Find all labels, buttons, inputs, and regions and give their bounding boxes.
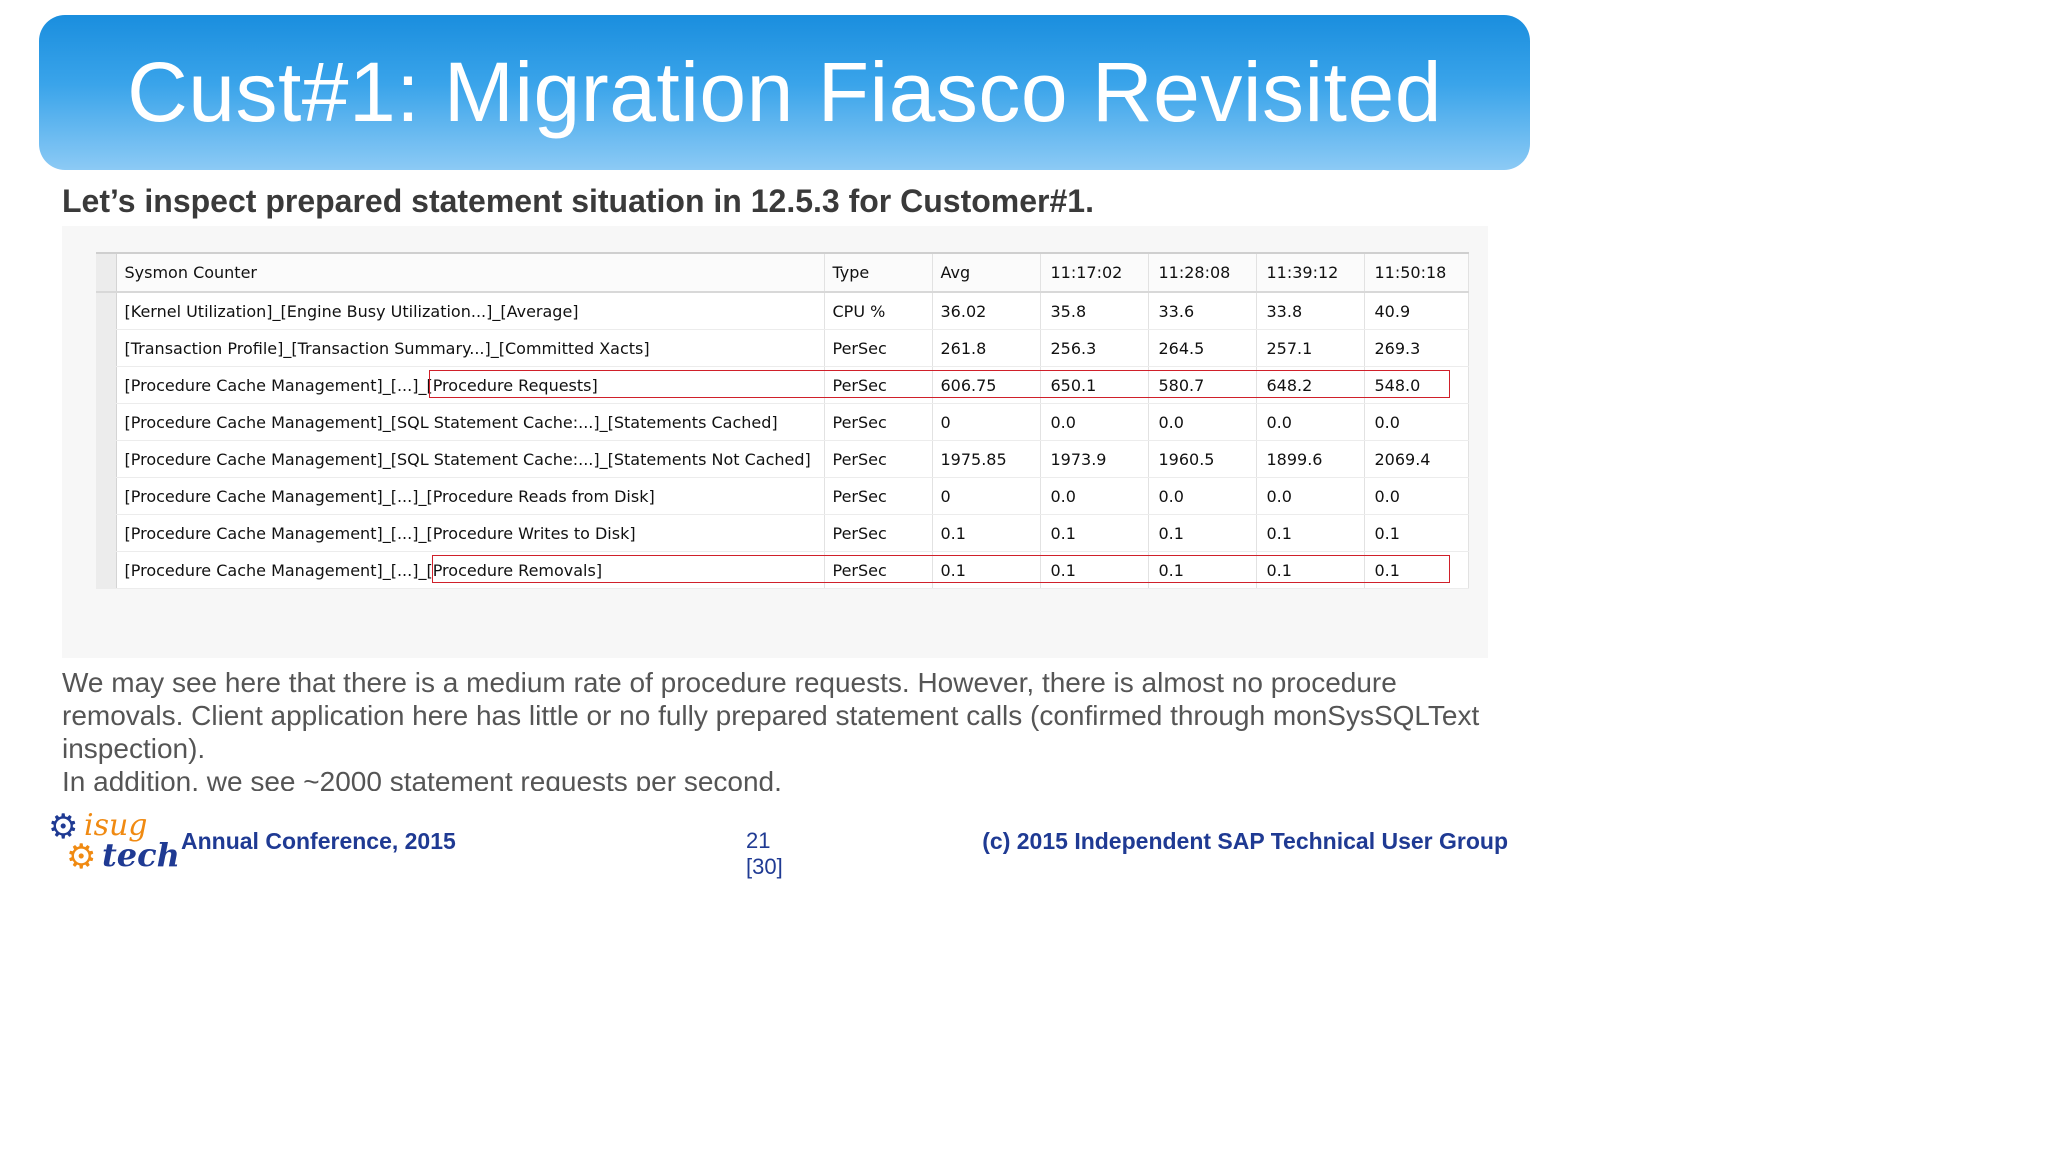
cell-type: PerSec	[824, 403, 933, 441]
cell-avg: 606.75	[932, 366, 1041, 404]
body-paragraph-1: We may see here that there is a medium r…	[62, 667, 1480, 764]
cell-avg: 0.1	[932, 514, 1041, 552]
table-row[interactable]: [Procedure Cache Management]_[...]_[Proc…	[96, 551, 1469, 589]
row-handle[interactable]	[96, 403, 117, 441]
table-row[interactable]: [Procedure Cache Management]_[...]_[Proc…	[96, 366, 1469, 404]
logo-text-tech: tech	[102, 836, 180, 874]
title-banner: Cust#1: Migration Fiasco Revisited	[39, 15, 1530, 170]
cell-time-4: 40.9	[1364, 292, 1469, 330]
cell-time-1: 650.1	[1040, 366, 1149, 404]
table-row[interactable]: [Transaction Profile]_[Transaction Summa…	[96, 329, 1469, 367]
cell-time-1: 0.0	[1040, 477, 1149, 515]
cell-counter: [Procedure Cache Management]_[SQL Statem…	[116, 440, 825, 478]
slide-subtitle: Let’s inspect prepared statement situati…	[62, 183, 1094, 219]
cell-type: PerSec	[824, 440, 933, 478]
page-current: 21	[746, 828, 771, 853]
cell-time-1: 1973.9	[1040, 440, 1149, 478]
cell-time-4: 0.1	[1364, 514, 1469, 552]
cell-counter: [Procedure Cache Management]_[...]_[Proc…	[116, 366, 825, 404]
column-header-time-4[interactable]: 11:50:18	[1364, 252, 1469, 293]
cell-time-4: 0.1	[1364, 551, 1469, 589]
cell-time-2: 264.5	[1148, 329, 1257, 367]
cell-time-2: 580.7	[1148, 366, 1257, 404]
gear-icon: ⚙	[48, 808, 79, 846]
slide-footer: ⚙ ⚙ isug tech Annual Conference, 2015 21…	[0, 800, 1568, 880]
cell-time-3: 0.0	[1256, 403, 1365, 441]
column-header-avg[interactable]: Avg	[932, 252, 1041, 293]
row-handle[interactable]	[96, 292, 117, 330]
gear-icon: ⚙	[66, 838, 97, 876]
cell-type: PerSec	[824, 366, 933, 404]
sysmon-counter-table: Sysmon Counter Type Avg 11:17:02 11:28:0…	[96, 252, 1469, 589]
row-handle[interactable]	[96, 329, 117, 367]
table-row[interactable]: [Kernel Utilization]_[Engine Busy Utiliz…	[96, 292, 1469, 330]
cell-time-4: 269.3	[1364, 329, 1469, 367]
cell-time-2: 0.1	[1148, 514, 1257, 552]
logo-text-isug: isug	[84, 808, 148, 843]
cell-time-3: 0.1	[1256, 551, 1365, 589]
column-header-time-3[interactable]: 11:39:12	[1256, 252, 1365, 293]
cell-time-2: 0.0	[1148, 477, 1257, 515]
cell-time-2: 33.6	[1148, 292, 1257, 330]
cell-avg: 0	[932, 477, 1041, 515]
header-row-handle	[96, 252, 117, 293]
cell-time-4: 548.0	[1364, 366, 1469, 404]
body-text: We may see here that there is a medium r…	[62, 666, 1482, 791]
body-paragraph-2: In addition, we see ~2000 statement requ…	[62, 766, 782, 791]
row-handle[interactable]	[96, 477, 117, 515]
cell-avg: 1975.85	[932, 440, 1041, 478]
cell-time-3: 33.8	[1256, 292, 1365, 330]
cell-type: CPU %	[824, 292, 933, 330]
cell-time-2: 0.1	[1148, 551, 1257, 589]
cell-time-2: 0.0	[1148, 403, 1257, 441]
slide-title: Cust#1: Migration Fiasco Revisited	[127, 44, 1442, 139]
cell-time-1: 0.1	[1040, 551, 1149, 589]
column-header-time-2[interactable]: 11:28:08	[1148, 252, 1257, 293]
cell-counter: [Procedure Cache Management]_[...]_[Proc…	[116, 514, 825, 552]
copyright-label: (c) 2015 Independent SAP Technical User …	[982, 828, 1508, 854]
column-header-counter[interactable]: Sysmon Counter	[116, 252, 825, 293]
page-number: 21 [30]	[746, 828, 783, 880]
cell-counter: [Procedure Cache Management]_[...]_[Proc…	[116, 551, 825, 589]
cell-type: PerSec	[824, 477, 933, 515]
row-handle[interactable]	[96, 514, 117, 552]
cell-time-4: 2069.4	[1364, 440, 1469, 478]
conference-label: Annual Conference, 2015	[181, 828, 456, 854]
cell-counter: [Procedure Cache Management]_[...]_[Proc…	[116, 477, 825, 515]
cell-time-1: 35.8	[1040, 292, 1149, 330]
cell-time-1: 0.1	[1040, 514, 1149, 552]
cell-type: PerSec	[824, 551, 933, 589]
column-header-type[interactable]: Type	[824, 252, 933, 293]
cell-time-3: 257.1	[1256, 329, 1365, 367]
page-total: [30]	[746, 854, 783, 879]
cell-time-3: 1899.6	[1256, 440, 1365, 478]
cell-time-4: 0.0	[1364, 403, 1469, 441]
cell-counter: [Kernel Utilization]_[Engine Busy Utiliz…	[116, 292, 825, 330]
table-row[interactable]: [Procedure Cache Management]_[...]_[Proc…	[96, 477, 1469, 515]
cell-avg: 261.8	[932, 329, 1041, 367]
row-handle[interactable]	[96, 551, 117, 589]
cell-type: PerSec	[824, 514, 933, 552]
row-handle[interactable]	[96, 366, 117, 404]
table-header-row: Sysmon Counter Type Avg 11:17:02 11:28:0…	[96, 252, 1469, 293]
cell-time-3: 0.0	[1256, 477, 1365, 515]
column-header-time-1[interactable]: 11:17:02	[1040, 252, 1149, 293]
cell-time-3: 0.1	[1256, 514, 1365, 552]
cell-time-1: 0.0	[1040, 403, 1149, 441]
cell-time-1: 256.3	[1040, 329, 1149, 367]
cell-avg: 0	[932, 403, 1041, 441]
cell-time-2: 1960.5	[1148, 440, 1257, 478]
row-handle[interactable]	[96, 440, 117, 478]
cell-avg: 0.1	[932, 551, 1041, 589]
table-row[interactable]: [Procedure Cache Management]_[...]_[Proc…	[96, 514, 1469, 552]
isug-tech-logo: ⚙ ⚙ isug tech	[48, 808, 180, 876]
table-row[interactable]: [Procedure Cache Management]_[SQL Statem…	[96, 403, 1469, 441]
cell-counter: [Procedure Cache Management]_[SQL Statem…	[116, 403, 825, 441]
cell-counter: [Transaction Profile]_[Transaction Summa…	[116, 329, 825, 367]
cell-time-3: 648.2	[1256, 366, 1365, 404]
cell-type: PerSec	[824, 329, 933, 367]
table-row[interactable]: [Procedure Cache Management]_[SQL Statem…	[96, 440, 1469, 478]
cell-avg: 36.02	[932, 292, 1041, 330]
cell-time-4: 0.0	[1364, 477, 1469, 515]
